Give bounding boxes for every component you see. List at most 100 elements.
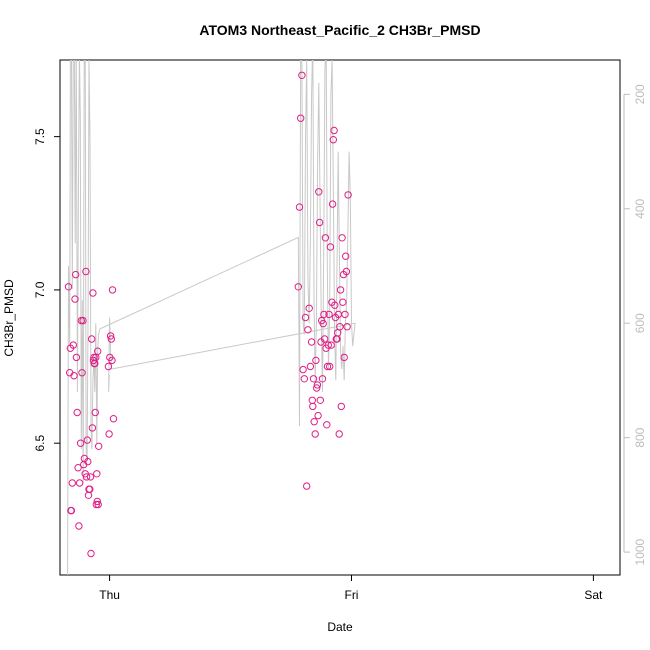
data-point [310, 418, 318, 426]
data-point [324, 341, 332, 349]
data-point [309, 402, 317, 411]
data-point [321, 234, 330, 242]
data-point [318, 375, 327, 383]
data-point [108, 356, 116, 365]
y-tick-label: 6.5 [33, 435, 47, 452]
data-point [342, 252, 350, 260]
data-point [335, 430, 343, 438]
y-tick-label: 7.5 [33, 128, 47, 145]
data-point [325, 310, 333, 319]
data-point [93, 470, 101, 478]
data-point [93, 497, 102, 506]
data-point [71, 295, 79, 303]
x-axis: Thu Fri Sat [99, 575, 603, 602]
data-point [319, 319, 327, 328]
plot-frame [59, 59, 621, 576]
data-point [300, 375, 308, 383]
data-point [306, 362, 315, 371]
data-point [330, 126, 338, 135]
data-point [67, 506, 75, 515]
data-point [316, 396, 324, 404]
data-point [94, 500, 102, 509]
data-point [320, 335, 329, 343]
data-point [108, 286, 117, 294]
data-point [79, 316, 87, 325]
data-point [95, 442, 103, 450]
x-tick-label: Sat [584, 588, 603, 602]
chart-title: ATOM3 Northeast_Pacific_2 CH3Br_PMSD [199, 22, 480, 38]
data-point [336, 323, 344, 331]
data-point [344, 191, 352, 199]
data-point [84, 457, 92, 466]
right-tick-label: 600 [633, 313, 647, 333]
data-point [72, 270, 80, 279]
data-point [75, 522, 83, 530]
right-tick-label: 200 [633, 84, 647, 104]
data-point [307, 338, 316, 346]
data-point [73, 408, 81, 417]
y-axis: 6.5 7.0 7.5 [33, 128, 60, 452]
data-point [339, 298, 347, 306]
data-point [84, 491, 93, 499]
data-point [82, 473, 91, 481]
data-point [320, 310, 328, 319]
data-point [105, 430, 113, 438]
right-tick-label: 1000 [633, 538, 647, 565]
data-point [326, 362, 334, 371]
data-point [341, 310, 349, 319]
right-tick-label: 800 [633, 427, 647, 447]
data-point [94, 347, 102, 355]
data-point [78, 369, 86, 377]
x-tick-label: Fri [344, 588, 358, 602]
data-point [295, 203, 304, 211]
right-axis: 200 400 600 800 1000 [623, 84, 647, 565]
data-point [88, 335, 96, 343]
data-point [70, 372, 78, 380]
data-point [323, 421, 331, 429]
data-point [89, 289, 97, 297]
data-point [82, 267, 90, 276]
altitude-series [67, 60, 356, 575]
data-point [328, 200, 337, 208]
data-point [107, 335, 116, 343]
data-point [323, 362, 332, 371]
data-point [311, 430, 319, 438]
data-point [92, 500, 101, 509]
data-point [314, 411, 322, 420]
data-point [76, 439, 85, 447]
data-point [304, 326, 312, 334]
plot-area [59, 59, 621, 576]
data-point [299, 365, 307, 374]
data-point [343, 323, 351, 331]
ch3br-series [64, 71, 352, 558]
right-tick-label: 400 [633, 198, 647, 218]
data-point [326, 243, 335, 251]
data-point [327, 341, 335, 349]
data-point [340, 353, 348, 362]
data-point [312, 356, 320, 365]
x-tick-label: Thu [99, 588, 120, 602]
data-point [303, 482, 311, 490]
data-point [87, 549, 95, 558]
data-point [91, 408, 100, 417]
data-point [313, 381, 322, 389]
y-axis-label: CH3Br_PMSD [2, 279, 16, 357]
data-point [338, 234, 346, 242]
data-point [109, 415, 118, 423]
data-point [313, 384, 321, 392]
data-point [337, 402, 345, 411]
data-point [297, 114, 305, 122]
data-point [104, 362, 113, 371]
data-point [86, 485, 94, 493]
data-point [329, 136, 337, 144]
data-point [69, 341, 78, 349]
data-point [294, 283, 302, 291]
data-point [75, 479, 84, 487]
data-point [315, 218, 324, 227]
data-point [309, 375, 318, 383]
data-point [331, 301, 339, 309]
data-point [83, 436, 92, 444]
altitude-line [67, 60, 356, 575]
data-point [72, 353, 81, 362]
